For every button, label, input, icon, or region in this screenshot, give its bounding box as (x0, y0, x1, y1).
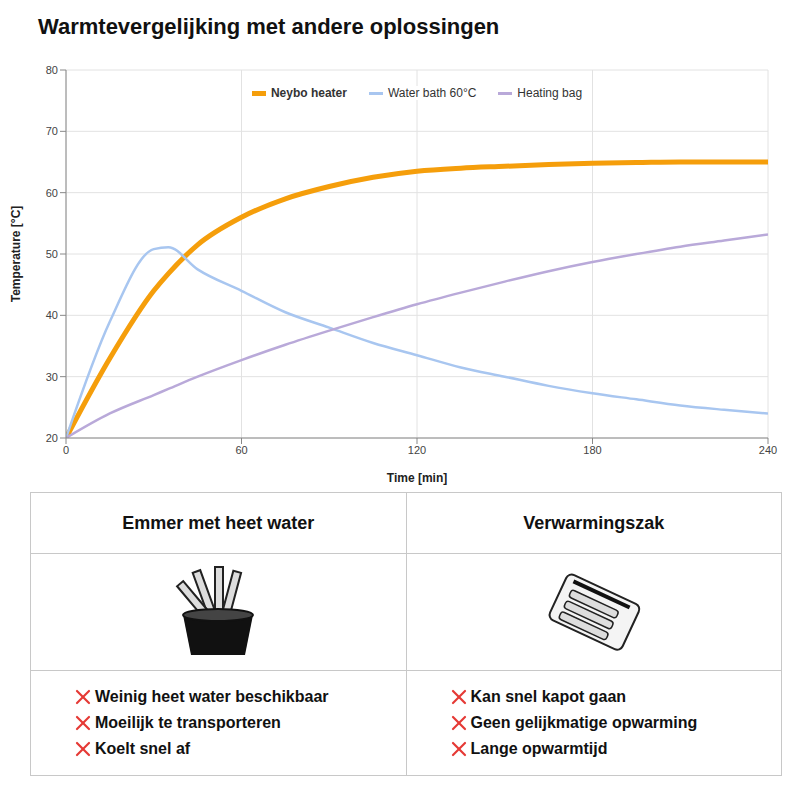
html-text:Heating bag: Heating bag (517, 86, 583, 100)
svg-text:20: 20 (46, 432, 58, 444)
svg-text:0: 0 (63, 444, 69, 456)
html-text:Geen gelijkmatige opwarming: Geen gelijkmatige opwarming (470, 714, 698, 731)
svg-text:Time [min]: Time [min] (387, 471, 447, 485)
svg-text:80: 80 (46, 64, 58, 76)
svg-text:180: 180 (583, 444, 601, 456)
html-text:Warmtevergelijking met andere: Warmtevergelijking met andere oplossinge… (38, 14, 500, 39)
html-text:Water bath 60°C: Water bath 60°C (388, 86, 477, 100)
svg-text:50: 50 (46, 248, 58, 260)
html-text:Weinig heet water beschikbaar: Weinig heet water beschikbaar (95, 688, 329, 705)
html-text:Verwarmingszak: Verwarmingszak (523, 512, 665, 533)
svg-text:40: 40 (46, 309, 58, 321)
html-text:Koelt snel af: Koelt snel af (95, 740, 191, 757)
svg-text:120: 120 (408, 444, 426, 456)
svg-text:240: 240 (759, 444, 777, 456)
svg-text:30: 30 (46, 371, 58, 383)
svg-text:60: 60 (46, 187, 58, 199)
html-text:Kan snel kapot gaan: Kan snel kapot gaan (470, 688, 627, 705)
html-text:Moeilijk te transporteren: Moeilijk te transporteren (95, 714, 281, 731)
html-text:Lange opwarmtijd: Lange opwarmtijd (470, 740, 608, 757)
svg-text:70: 70 (46, 125, 58, 137)
svg-text:Temperature [°C]: Temperature [°C] (10, 206, 23, 303)
html-text:Emmer met heet water: Emmer met heet water (122, 512, 315, 533)
svg-text:60: 60 (235, 444, 247, 456)
html-text:Neybo heater: Neybo heater (270, 86, 347, 100)
